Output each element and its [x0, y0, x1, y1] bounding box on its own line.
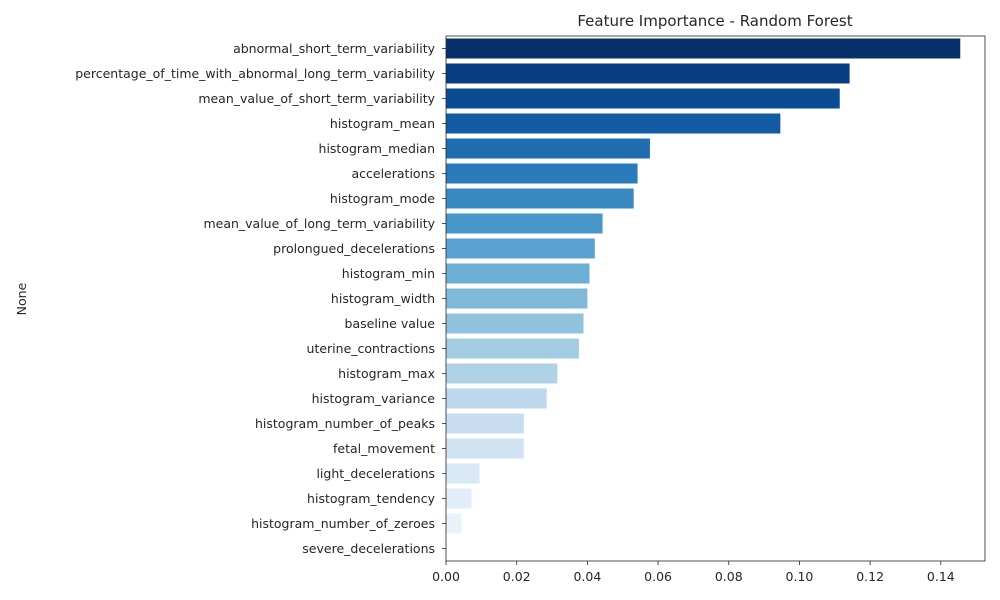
bar-mean-value-of-long-term-variability	[446, 213, 603, 234]
bars-layer	[446, 38, 961, 559]
y-tick-label: histogram_min	[342, 266, 435, 281]
y-tick-label: histogram_number_of_peaks	[255, 416, 435, 431]
y-tick-layer: abnormal_short_term_variability percentag…	[75, 41, 446, 556]
y-tick-label: histogram_max	[338, 366, 435, 381]
bar-baseline-value	[446, 313, 584, 334]
x-tick-label: 0.02	[503, 569, 531, 584]
bar-mean-value-of-short-term-variability	[446, 88, 840, 109]
y-tick-label: histogram_tendency	[307, 491, 436, 506]
bar-accelerations	[446, 163, 638, 184]
y-tick-label: histogram_number_of_zeroes	[251, 516, 435, 531]
bar-abnormal-short-term-variability	[446, 38, 961, 59]
bar-uterine-contractions	[446, 338, 579, 359]
x-tick-layer: 0.00 0.02 0.04 0.06 0.08 0.10 0.12 0.14	[432, 561, 955, 584]
x-tick-label: 0.00	[432, 569, 460, 584]
y-tick-label: histogram_mode	[330, 191, 435, 206]
bar-histogram-tendency	[446, 488, 472, 509]
bar-histogram-min	[446, 263, 590, 284]
y-tick-label: uterine_contractions	[307, 341, 435, 356]
bar-histogram-variance	[446, 388, 547, 409]
y-axis-label: None	[14, 282, 29, 315]
bar-histogram-number-of-zeroes	[446, 513, 462, 534]
y-tick-label: histogram_median	[319, 141, 435, 156]
y-tick-label: abnormal_short_term_variability	[233, 41, 436, 56]
y-tick-label: mean_value_of_long_term_variability	[203, 216, 435, 231]
plot-frame	[445, 35, 986, 562]
bar-histogram-max	[446, 363, 558, 384]
bar-histogram-number-of-peaks	[446, 413, 524, 434]
plot-border	[445, 35, 986, 562]
y-tick-label: histogram_width	[331, 291, 435, 306]
bar-prolongued-decelerations	[446, 238, 595, 259]
y-tick-label: percentage_of_time_with_abnormal_long_te…	[75, 66, 435, 81]
bar-histogram-median	[446, 138, 650, 159]
y-tick-label: fetal_movement	[333, 441, 435, 456]
y-tick-label: histogram_variance	[312, 391, 436, 406]
y-tick-label: mean_value_of_short_term_variability	[198, 91, 435, 106]
bar-percentage-of-time-with-abnormal-long-term-variability	[446, 63, 850, 84]
y-tick-label: light_decelerations	[316, 466, 435, 481]
bar-fetal-movement	[446, 438, 524, 459]
x-tick-label: 0.12	[856, 569, 884, 584]
x-tick-label: 0.04	[573, 569, 601, 584]
y-tick-label: accelerations	[351, 166, 435, 181]
bar-histogram-mode	[446, 188, 634, 209]
bar-histogram-width	[446, 288, 588, 309]
x-tick-label: 0.10	[786, 569, 814, 584]
bar-histogram-mean	[446, 113, 781, 134]
bar-light-decelerations	[446, 463, 480, 484]
x-tick-label: 0.06	[644, 569, 672, 584]
x-tick-label: 0.08	[715, 569, 743, 584]
y-tick-label: severe_decelerations	[302, 541, 435, 556]
y-tick-label: histogram_mean	[330, 116, 435, 131]
y-tick-label: prolongued_decelerations	[273, 241, 435, 256]
y-tick-label: baseline value	[345, 316, 436, 331]
x-tick-label: 0.14	[927, 569, 955, 584]
chart-title: Feature Importance - Random Forest	[577, 12, 852, 30]
